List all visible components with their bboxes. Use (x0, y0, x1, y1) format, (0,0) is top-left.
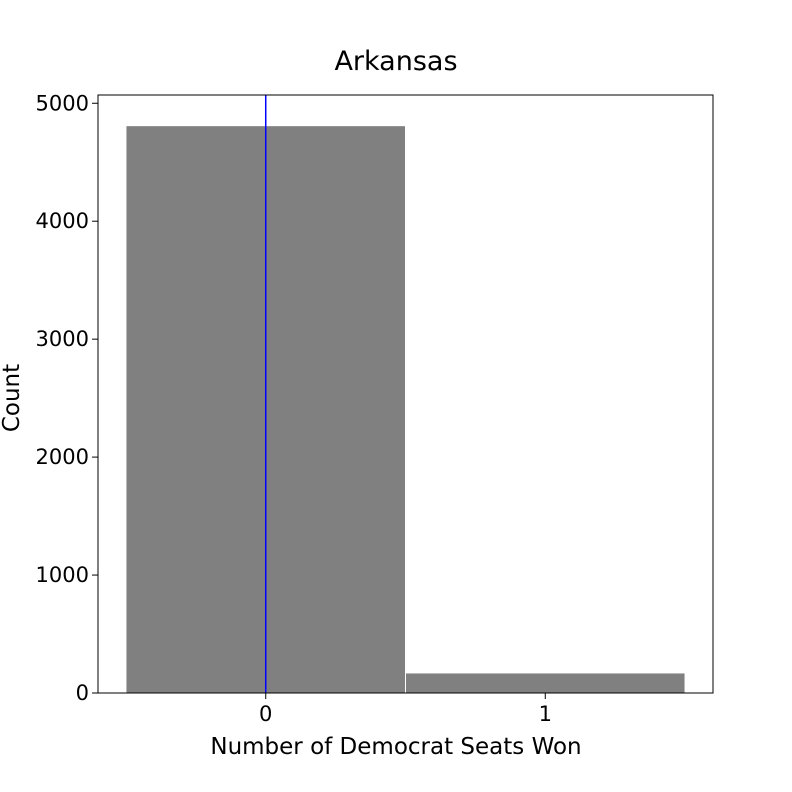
x-axis-label: Number of Democrat Seats Won (210, 734, 581, 760)
x-tick-label: 1 (539, 702, 552, 726)
y-tick-label: 0 (76, 681, 89, 705)
y-tick-label: 1000 (36, 563, 89, 587)
y-tick-label: 2000 (36, 445, 89, 469)
plot-frame (97, 94, 714, 694)
chart-title: Arkansas (334, 46, 457, 77)
y-axis-ticks: 0 1000 2000 3000 4000 5000 (36, 91, 98, 705)
y-tick-label: 4000 (36, 209, 89, 233)
bar-1 (405, 672, 686, 694)
y-tick-label: 5000 (36, 91, 89, 115)
x-tick-label: 0 (259, 702, 272, 726)
y-tick-label: 3000 (36, 327, 89, 351)
y-axis-label: Count (0, 364, 25, 432)
